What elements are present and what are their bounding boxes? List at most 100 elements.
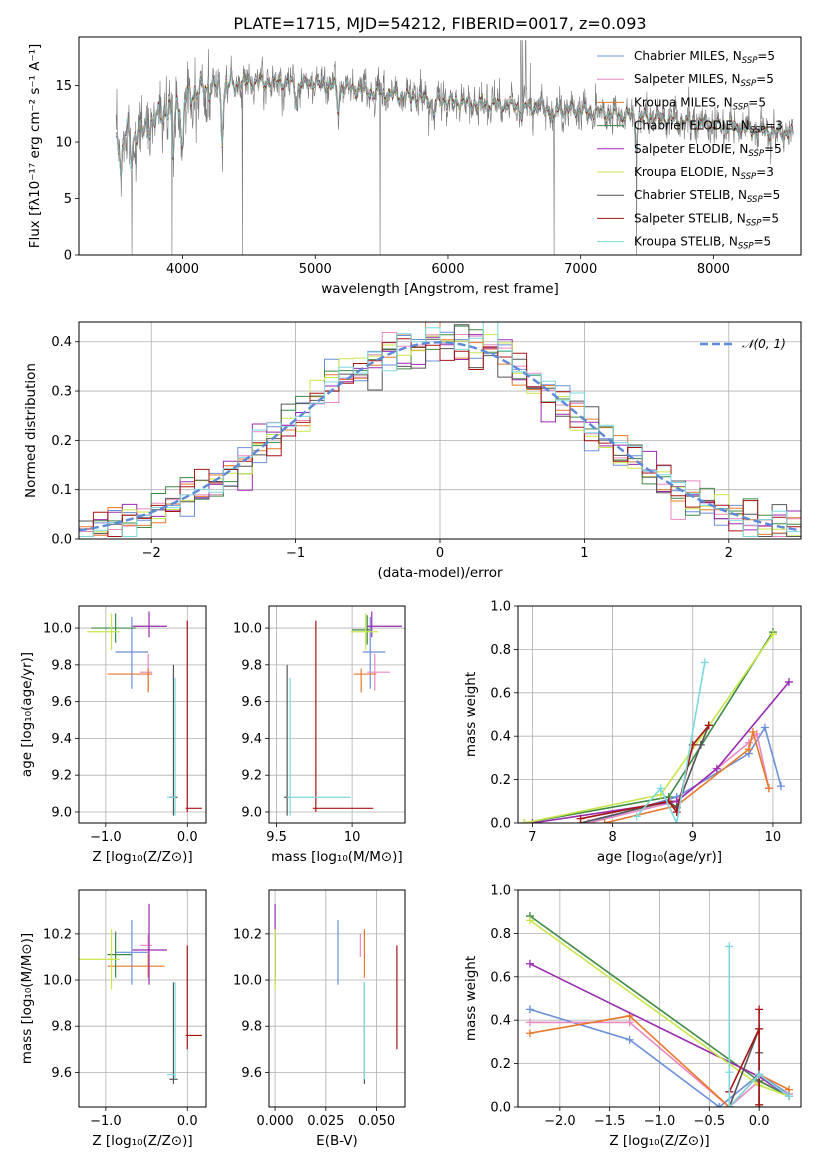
data-point-marker [525, 959, 534, 968]
x-tick-label: 0.0 [749, 1114, 770, 1129]
legend-label-text: Salpeter STELIB, N [634, 211, 746, 225]
data-point-marker [600, 819, 609, 823]
data-point-marker [785, 1092, 794, 1101]
axes-frame [517, 605, 802, 824]
x-tick-label: 0.0 [177, 1114, 198, 1129]
y-tick-label: 0 [64, 249, 72, 264]
legend-label: 𝒩(0, 1) [742, 337, 786, 351]
data-point-marker [748, 727, 757, 736]
y-tick-label: 9.0 [51, 805, 72, 820]
plot-area-age_vs_mass [269, 606, 405, 823]
panel-weight_vs_age: 7 8 9 10 0.0 0.2 0.4 0.6 0.8 1.0 age [log₁₀(age/yr… [463, 600, 802, 865]
reference-gaussian-curve [79, 340, 799, 532]
x-tick-label: 7 [528, 830, 536, 845]
x-tick-label: 1 [580, 546, 588, 561]
data-point-marker [576, 814, 585, 823]
y-tick-label: 9.6 [51, 1066, 72, 1081]
data-point-marker [656, 784, 665, 793]
legend-tail: =3 [756, 165, 774, 179]
legend-subscript: SSP [741, 79, 757, 89]
data-point-marker [520, 819, 529, 823]
y-tick-label: 9.2 [51, 769, 72, 784]
data-point-marker [755, 1070, 764, 1079]
y-tick-label: 15 [55, 79, 72, 94]
plot-area-spectrum [115, 40, 794, 255]
x-tick-label: 0 [436, 546, 444, 561]
y-tick-label: 10.2 [233, 927, 262, 942]
panel-residuals: −2 −1 0 1 2 0.0 0.1 0.2 0.3 0.4 (data-model)/error… [23, 321, 802, 581]
legend-label: Chabrier STELIB, NSSP=5 [634, 188, 780, 205]
x-axis-label: E(B-V) [316, 1133, 358, 1149]
series-line [532, 681, 790, 823]
legend-subscript: SSP [741, 172, 757, 182]
legend-label: Kroupa MILES, NSSP=5 [634, 95, 766, 112]
data-point-marker [764, 784, 773, 793]
plot-area-age_vs_Z [79, 606, 206, 823]
y-tick-label: 0.2 [490, 1057, 511, 1072]
series-line-model [115, 69, 794, 178]
data-point-marker [755, 1024, 764, 1033]
legend-label-text: Chabrier MILES, N [634, 49, 742, 63]
legend-subscript: SSP [742, 56, 758, 66]
plot-area-mass_vs_ebv [269, 890, 405, 1107]
y-tick-label: 0.4 [51, 335, 72, 350]
legend-subscript: SSP [746, 218, 762, 228]
y-tick-label: 0.6 [490, 970, 511, 985]
x-axis-label: wavelength [Angstrom, rest frame] [321, 281, 559, 297]
x-axis-label: Z [log₁₀(Z/Z⊙)] [92, 1133, 192, 1149]
series-line [728, 1009, 760, 1105]
data-point-marker [755, 1005, 764, 1014]
data-point-marker [528, 819, 537, 823]
legend-tail: =5 [761, 211, 779, 225]
x-tick-label: −1.5 [594, 1114, 626, 1129]
axes-frame [268, 605, 406, 824]
legend-tail: =5 [756, 72, 774, 86]
histogram-series [79, 338, 801, 537]
y-tick-label: 9.4 [51, 732, 72, 747]
y-tick-label: 10.0 [233, 974, 262, 989]
y-tick-label: 0.3 [51, 385, 72, 400]
y-tick-label: 9.0 [241, 805, 262, 820]
x-axis-label: mass [log₁₀(M/M⊙)] [271, 849, 402, 865]
y-tick-label: 1.0 [490, 884, 511, 899]
legend-subscript: SSP [747, 195, 763, 205]
legend-label-text: Kroupa MILES, N [634, 95, 733, 109]
y-tick-label: 10 [55, 136, 72, 151]
data-point-marker [760, 723, 769, 732]
y-tick-label: 0.2 [490, 773, 511, 788]
data-point-marker [784, 677, 793, 686]
y-tick-label: 10.0 [233, 622, 262, 637]
x-axis-label: (data-model)/error [377, 565, 503, 581]
y-axis-label: Flux [fλ10⁻¹⁷ erg cm⁻² s⁻¹ A⁻¹] [27, 44, 43, 249]
data-point-marker [525, 1029, 534, 1038]
legend-tail: =5 [754, 235, 772, 249]
legend-tail: =5 [748, 95, 766, 109]
data-point-marker [704, 721, 713, 730]
x-tick-label: 2 [725, 546, 733, 561]
y-tick-label: 9.8 [241, 658, 262, 673]
panel-weight_vs_Z: −2.0 −1.5 −1.0 −0.5 0.0 0.0 0.2 0.4 0.6 0.8 1.0 Z [… [463, 884, 802, 1149]
y-tick-label: 0.0 [490, 1101, 511, 1116]
y-axis-label: Normed distribution [23, 363, 39, 498]
x-tick-label: 6000 [431, 262, 464, 277]
histogram-series [79, 324, 801, 537]
plot-area-weight_vs_age [518, 606, 801, 823]
data-point-marker [525, 1018, 534, 1027]
y-tick-label: 9.8 [51, 658, 72, 673]
x-tick-label: 5000 [299, 262, 332, 277]
x-tick-label: −2 [142, 546, 161, 561]
plot-area-mass_vs_Z [79, 890, 206, 1107]
data-point-marker [725, 1068, 734, 1077]
data-point-marker [625, 1035, 634, 1044]
y-tick-label: 9.8 [241, 1020, 262, 1035]
data-point-marker [725, 1103, 734, 1107]
data-point-marker [672, 819, 681, 823]
x-tick-label: 8 [608, 830, 616, 845]
x-axis-label: age [log₁₀(age/yr)] [597, 849, 722, 865]
panel-mass_vs_Z: −1.0 0.0 9.6 9.8 10.0 10.2 Z [log₁₀(Z/Z⊙)] mass… [19, 889, 207, 1149]
legend-label: Kroupa ELODIE, NSSP=3 [634, 165, 774, 182]
histogram-series [79, 322, 801, 537]
x-tick-label: 7000 [564, 262, 597, 277]
panel-spectrum: 4000 5000 6000 7000 8000 0 5 10 15 wavelength [An… [27, 36, 802, 297]
series-line [636, 662, 706, 823]
